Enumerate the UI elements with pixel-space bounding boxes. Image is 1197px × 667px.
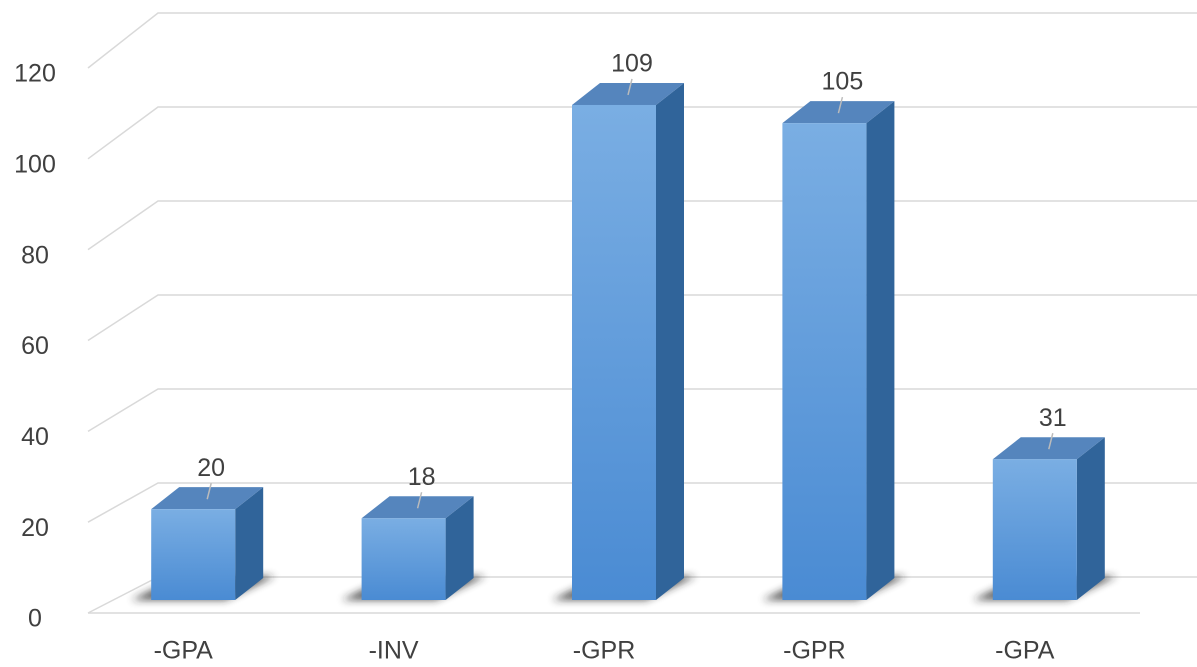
bar — [361, 518, 446, 600]
grid-line — [87, 12, 1197, 69]
x-tick-label: -INV — [369, 637, 419, 665]
y-tick-label: 40 — [21, 423, 49, 451]
x-tick-label: -GPR — [573, 637, 636, 665]
bar-side — [656, 82, 684, 601]
y-tick-label: 80 — [21, 241, 49, 269]
x-tick-label: -GPA — [995, 637, 1055, 665]
bar — [151, 509, 236, 600]
bar — [992, 459, 1077, 600]
label-leader — [206, 482, 212, 500]
data-label: 20 — [197, 454, 225, 482]
y-tick-label: 0 — [28, 605, 42, 633]
label-leader — [627, 78, 633, 96]
bar-side — [866, 101, 895, 600]
y-tick-label: 60 — [21, 332, 49, 360]
data-label: 105 — [822, 68, 864, 96]
bar-side — [445, 496, 474, 600]
y-tick-label: 120 — [14, 60, 56, 88]
data-label: 31 — [1039, 404, 1067, 432]
bar-side — [1076, 437, 1105, 600]
bar — [782, 123, 867, 600]
x-tick-label: -GPA — [154, 637, 214, 665]
data-label: 18 — [408, 463, 436, 491]
x-tick-label: -GPR — [783, 637, 846, 665]
y-tick-label: 100 — [14, 150, 56, 178]
bar — [572, 104, 656, 600]
label-leader — [1048, 433, 1054, 450]
bar-side — [235, 487, 264, 600]
data-label: 109 — [611, 50, 653, 78]
label-leader — [837, 96, 844, 114]
label-leader — [416, 492, 423, 509]
y-tick-label: 20 — [21, 514, 49, 542]
